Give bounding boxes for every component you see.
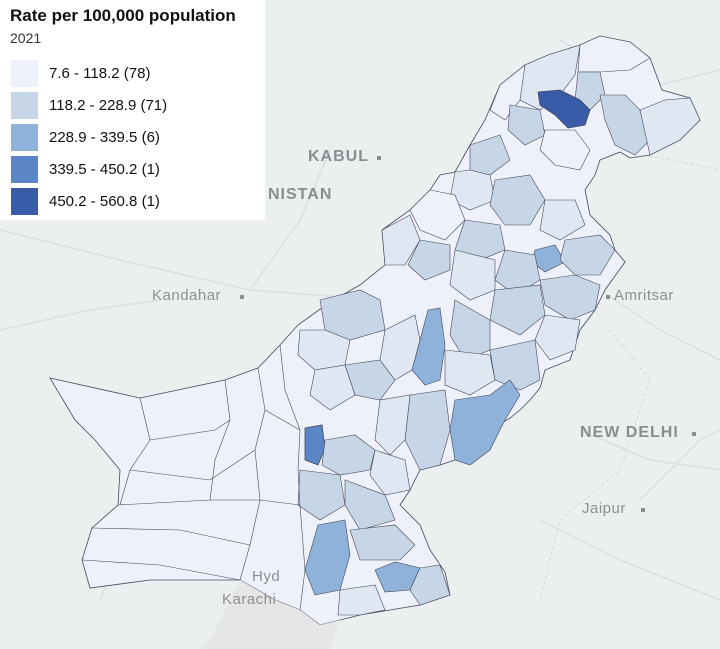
basemap-borders	[539, 149, 720, 601]
legend-label: 7.6 - 118.2 (78)	[49, 65, 151, 82]
new-delhi-dot	[692, 432, 696, 436]
jaipur-dot	[641, 508, 645, 512]
legend-item: 450.2 - 560.8 (1)	[11, 188, 261, 216]
label-hyderabad: Hyd	[252, 568, 281, 585]
label-afghanistan: NISTAN	[268, 186, 333, 203]
legend-swatch	[11, 188, 38, 215]
legend-label: 118.2 - 228.9 (71)	[49, 97, 168, 114]
amritsar-dot	[606, 295, 610, 299]
legend-item: 118.2 - 228.9 (71)	[11, 92, 261, 120]
kabul-dot	[377, 156, 381, 160]
label-new-delhi: NEW DELHI	[580, 424, 679, 441]
legend-swatch	[11, 124, 38, 151]
label-kabul: KABUL	[308, 148, 369, 165]
legend-label: 450.2 - 560.8 (1)	[49, 193, 160, 210]
label-jaipur: Jaipur	[582, 500, 626, 517]
legend-swatch	[11, 156, 38, 183]
legend-year: 2021	[10, 30, 42, 46]
label-amritsar: Amritsar	[614, 287, 674, 304]
label-karachi: Karachi	[222, 591, 277, 608]
sea	[200, 580, 340, 649]
legend-item: 339.5 - 450.2 (1)	[11, 156, 261, 184]
legend-item: 7.6 - 118.2 (78)	[11, 60, 261, 88]
legend-swatch	[11, 92, 38, 119]
legend-item: 228.9 - 339.5 (6)	[11, 124, 261, 152]
legend-title: Rate per 100,000 population	[10, 6, 236, 25]
legend-label: 339.5 - 450.2 (1)	[49, 161, 160, 178]
kandahar-dot	[240, 295, 244, 299]
label-kandahar: Kandahar	[152, 287, 222, 304]
legend-label: 228.9 - 339.5 (6)	[49, 129, 160, 146]
map-legend: Rate per 100,000 population 2021 7.6 - 1…	[0, 0, 265, 220]
legend-swatch	[11, 60, 38, 87]
